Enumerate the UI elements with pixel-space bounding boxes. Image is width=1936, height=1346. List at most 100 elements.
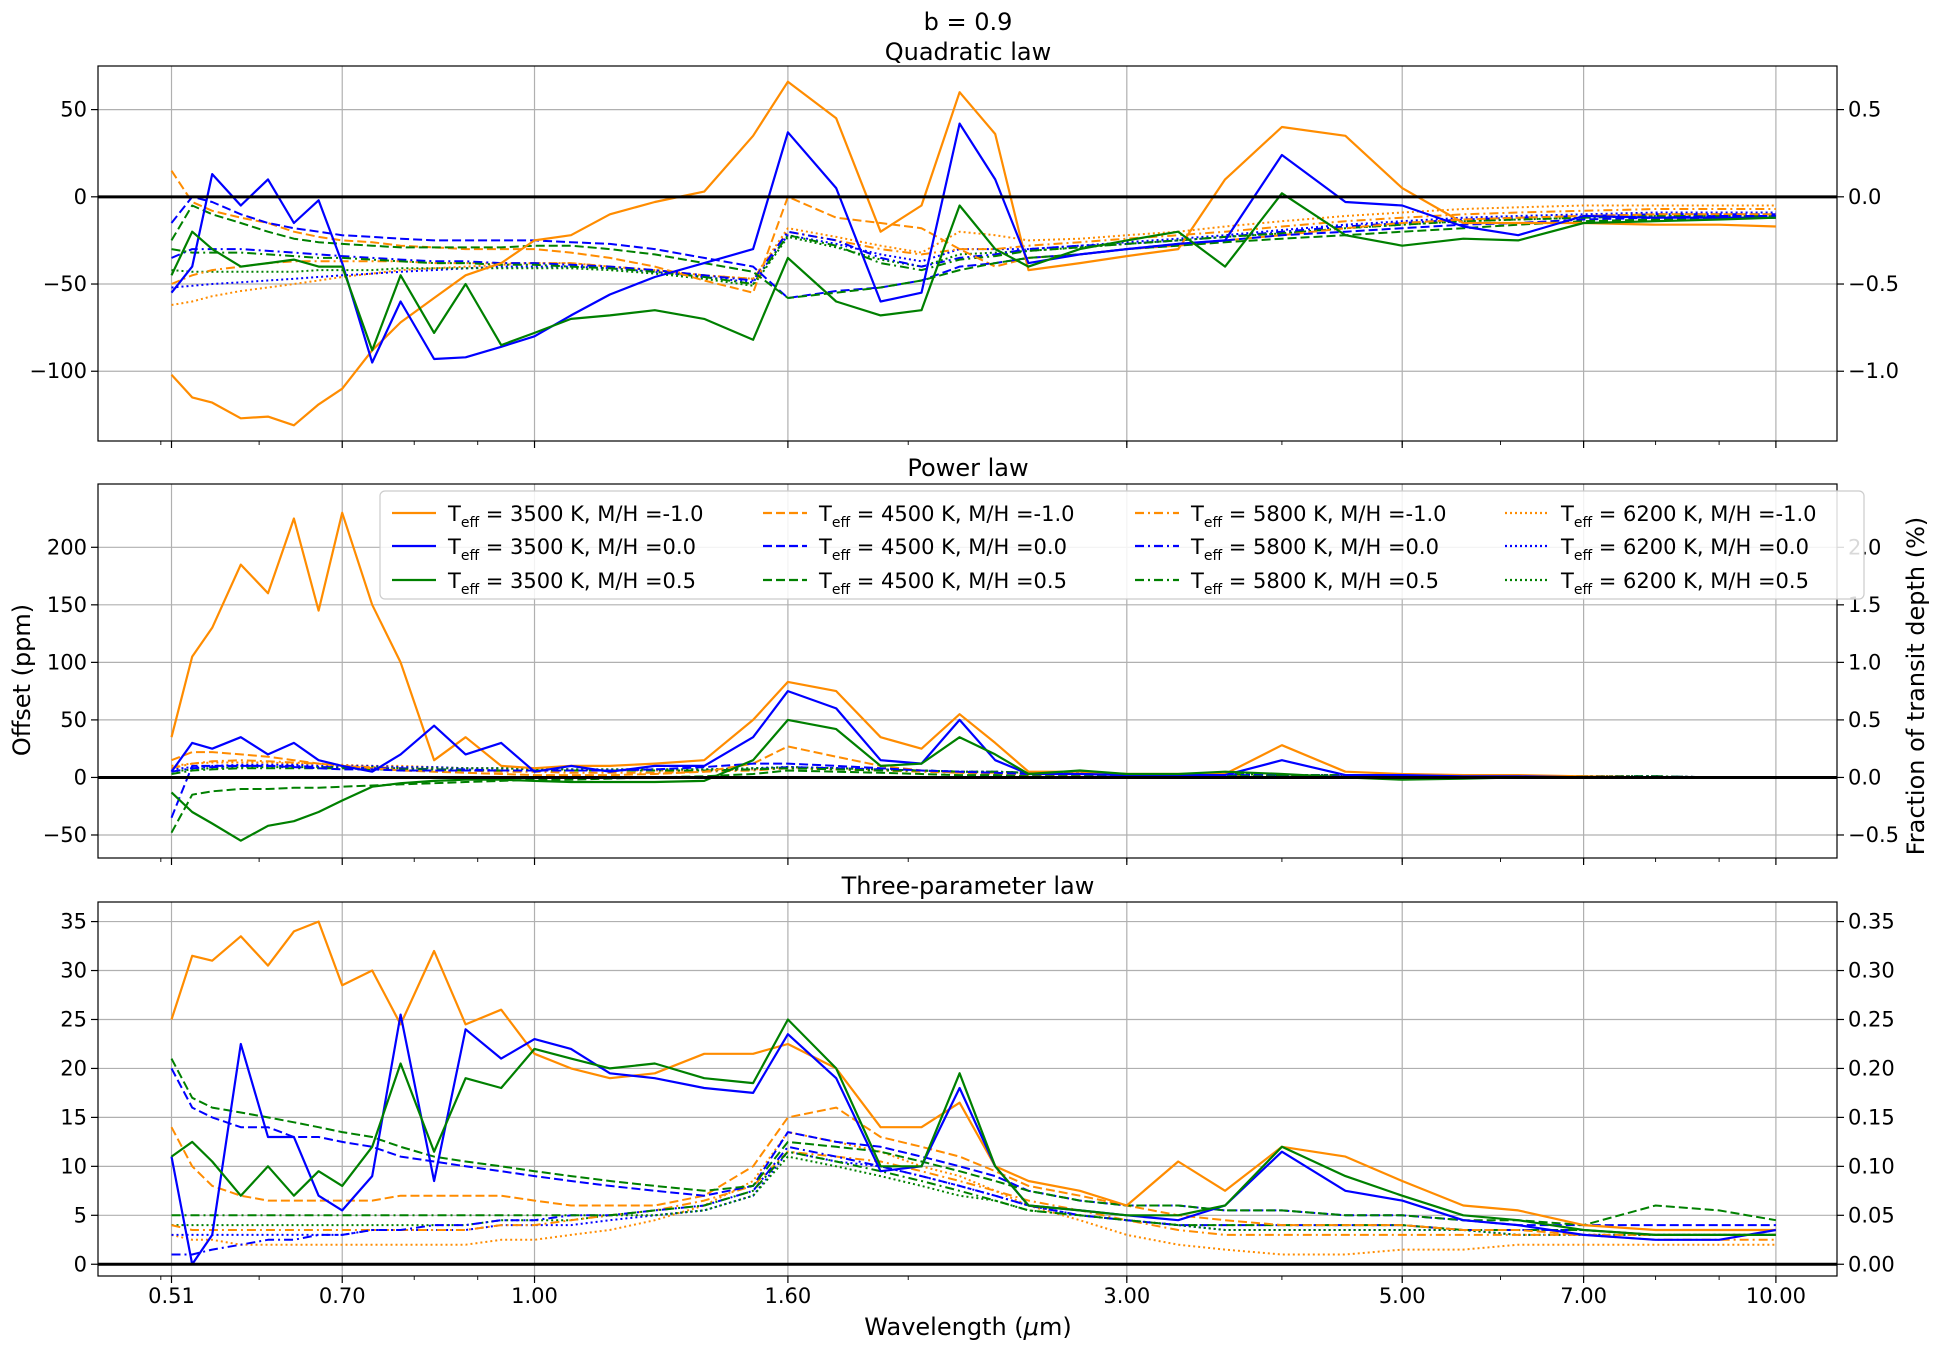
axes-frame [97,65,1838,442]
series-line-3500K-mh0.0 [170,689,1776,779]
series-line-5800K-mh0.0 [171,764,1776,779]
y-tick-label: 50 [60,98,87,122]
x-tick-label: 0.70 [319,1284,366,1308]
y-tick-label: 35 [60,910,87,934]
right-y-tick-label: 0.35 [1848,910,1895,934]
legend-label: Teff = 5800 K, M/H =0.0 [1190,535,1439,564]
legend-label: Teff = 4500 K, M/H =0.5 [818,569,1067,598]
series-line-3500K-mh-1.0 [170,80,1776,427]
panel-title-quadratic: Quadratic law [885,38,1052,66]
series-lines [170,80,1776,427]
y-tick-label: −50 [43,823,87,847]
right-y-tick-label: 0.30 [1848,959,1895,983]
series-line-4500K-mh-1.0 [171,745,1776,779]
y-tick-label: −50 [43,272,87,296]
series-line-5800K-mh0.0 [171,1145,1776,1256]
right-y-tick-label: 0.15 [1848,1105,1895,1129]
legend: Teff = 3500 K, M/H =-1.0 Teff = 3500 K, M… [379,490,1865,600]
right-y-tick-label: 0.0 [1848,185,1881,209]
figure-suptitle: b = 0.9 [924,8,1013,36]
right-y-tick-label: 0.05 [1848,1203,1895,1227]
legend-label: Teff = 3500 K, M/H =-1.0 [447,502,704,531]
right-y-tick-label: −0.5 [1848,823,1899,847]
legend-label: Teff = 6200 K, M/H =0.0 [1560,535,1809,564]
series-line-4500K-mh0.0 [170,762,1776,819]
series-line-3500K-mh-1.0 [170,511,1776,779]
legend-label: Teff = 4500 K, M/H =-1.0 [818,502,1075,531]
right-y-tick-label: 0.5 [1848,98,1881,122]
series-line-3500K-mh-1.0 [170,920,1776,1232]
series-line-3500K-mh0.5 [170,192,1776,352]
right-y-tick-label: 0.5 [1848,708,1881,732]
x-tick-label: 3.00 [1103,1284,1150,1308]
series-line-6200K-mh-1.0 [171,204,1776,306]
y-tick-label: 0 [74,765,87,789]
y-axis-label-right: Fraction of transit depth (%) [1902,517,1930,856]
series-line-4500K-mh-1.0 [170,170,1776,294]
series-line-3500K-mh0.0 [170,1013,1777,1266]
legend-label: Teff = 3500 K, M/H =0.5 [447,569,696,598]
right-y-tick-label: 0.00 [1848,1252,1895,1276]
right-y-tick-label: 0.25 [1848,1007,1895,1031]
y-tick-label: 15 [60,1105,87,1129]
legend-label: Teff = 5800 K, M/H =-1.0 [1190,502,1447,531]
right-y-tick-label: 0.0 [1848,765,1881,789]
right-y-tick-label: −1.0 [1848,359,1899,383]
series-line-6200K-mh0.5 [171,1155,1776,1236]
x-tick-label: 1.60 [765,1284,812,1308]
y-tick-label: 10 [60,1154,87,1178]
legend-label: Teff = 4500 K, M/H =0.0 [818,535,1067,564]
series-line-6200K-mh-1.0 [171,1131,1776,1256]
right-y-tick-label: 0.20 [1848,1056,1895,1080]
series-line-4500K-mh0.5 [170,1058,1777,1227]
y-tick-label: −100 [29,359,87,383]
panel-title-three-parameter: Three-parameter law [841,872,1095,900]
series-line-6200K-mh0.5 [171,215,1776,287]
x-tick-label: 7.00 [1560,1284,1607,1308]
series-line-3500K-mh0.5 [170,1018,1776,1237]
x-tick-label: 5.00 [1379,1284,1426,1308]
axes-frame [97,901,1838,1277]
legend-label: Teff = 6200 K, M/H =-1.0 [1560,502,1817,531]
series-line-4500K-mh0.5 [170,769,1776,834]
series-line-5800K-mh-1.0 [171,1150,1776,1241]
right-y-tick-label: 0.10 [1848,1154,1895,1178]
y-tick-label: 25 [60,1007,87,1031]
right-y-tick-label: 1.0 [1848,650,1881,674]
series-line-4500K-mh0.0 [170,195,1776,299]
series-line-6200K-mh0.0 [171,211,1776,289]
y-axis-label: Offset (ppm) [8,604,36,756]
legend-label: Teff = 5800 K, M/H =0.5 [1190,569,1439,598]
y-tick-label: 200 [47,535,87,559]
y-tick-label: 50 [60,708,87,732]
y-tick-label: 30 [60,959,87,983]
x-tick-labels: 0.51 0.70 1.00 1.60 3.00 5.00 7.00 10.00 [148,1284,1806,1308]
series-line-5800K-mh-1.0 [171,208,1776,285]
legend-label: Teff = 3500 K, M/H =0.0 [447,535,696,564]
series-lines [170,920,1777,1266]
series-line-5800K-mh0.0 [171,213,1776,282]
axes-frame [97,483,1838,859]
y-tick-label: 0 [74,185,87,209]
series-line-4500K-mh0.5 [170,204,1776,299]
series-line-5800K-mh0.5 [171,215,1776,285]
x-tick-label: 10.00 [1746,1284,1806,1308]
panel-title-power: Power law [907,454,1028,482]
y-tick-label: 150 [47,593,87,617]
x-tick-label: 0.51 [148,1284,195,1308]
y-tick-label: 5 [74,1203,87,1227]
quadratic-law-panel: 50 0 −50 −100 0.5 0.0 −0.5 −1.0 [29,65,1899,448]
y-tick-label: 20 [60,1056,87,1080]
y-tick-label: 0 [74,1252,87,1276]
series-line-3500K-mh0.0 [170,122,1776,364]
series-line-3500K-mh0.5 [170,718,1776,842]
x-axis-label: Wavelength (μm) [864,1313,1071,1341]
x-tick-label: 1.00 [511,1284,558,1308]
series-line-4500K-mh0.0 [170,1067,1776,1227]
legend-frame [379,490,1865,600]
legend-label: Teff = 6200 K, M/H =0.5 [1560,569,1809,598]
right-y-tick-label: −0.5 [1848,272,1899,296]
three-parameter-law-panel: 35 30 25 20 15 10 5 0 0.35 0.30 0.25 0.20 0.15 0.10 0.… [60,901,1895,1283]
